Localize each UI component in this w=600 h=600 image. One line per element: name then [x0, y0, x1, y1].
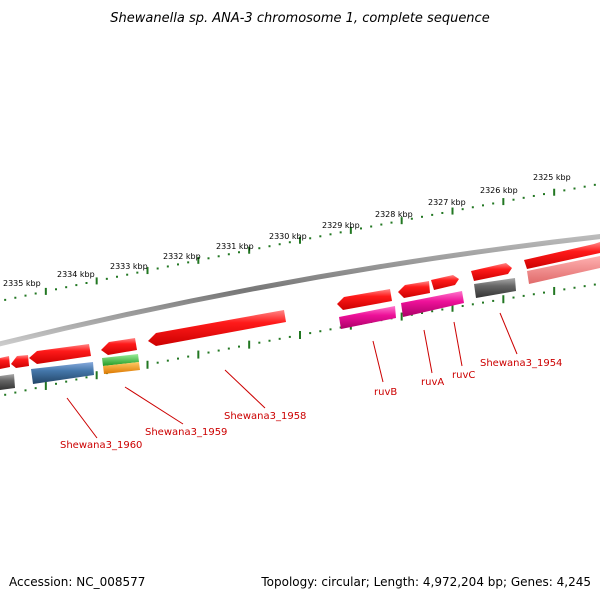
gene-arrow[interactable]: [471, 263, 512, 281]
chromosome-backbone: [0, 234, 600, 347]
gene-arrow[interactable]: [148, 310, 286, 346]
gene-arrow[interactable]: [524, 242, 600, 269]
gene-labels: Shewana3_1960 Shewana3_1959 Shewana3_195…: [60, 358, 562, 451]
gene-label[interactable]: ruvB: [374, 387, 397, 398]
gene-arrow[interactable]: [29, 344, 91, 364]
tick-label: 2333 kbp: [110, 262, 148, 271]
tick-label: 2330 kbp: [269, 232, 307, 241]
tick-label: 2326 kbp: [480, 186, 518, 195]
gene-arrow[interactable]: [0, 356, 10, 369]
label-leader-lines: [66, 312, 518, 439]
gene-label[interactable]: Shewana3_1954: [480, 358, 562, 369]
gene-label[interactable]: Shewana3_1960: [60, 440, 142, 451]
accession-text: Accession: NC_008577: [9, 575, 145, 589]
topology-text: Topology: circular; Length: 4,972,204 bp…: [260, 575, 591, 589]
gene-arrow[interactable]: [398, 281, 430, 298]
cds-bar[interactable]: [103, 362, 140, 374]
gene-label[interactable]: ruvC: [452, 370, 475, 381]
cds-bar[interactable]: [401, 291, 464, 317]
tick-label: 2328 kbp: [375, 210, 413, 219]
gene-label[interactable]: Shewana3_1959: [145, 427, 227, 438]
gene-label[interactable]: Shewana3_1958: [224, 411, 306, 422]
gene-arrow[interactable]: [337, 289, 392, 310]
gene-arrow[interactable]: [11, 355, 29, 368]
tick-labels: 2335 kbp 2334 kbp 2333 kbp 2332 kbp 2331…: [3, 173, 571, 288]
reverse-strand-features: [0, 281, 430, 369]
cds-bar[interactable]: [31, 362, 94, 384]
tick-label: 2327 kbp: [428, 198, 466, 207]
cds-bar[interactable]: [339, 306, 396, 329]
tick-label: 2331 kbp: [216, 242, 254, 251]
cds-bar[interactable]: [474, 278, 516, 298]
inner-tick-ruler: [4, 283, 596, 396]
tick-label: 2335 kbp: [3, 279, 41, 288]
gene-label[interactable]: ruvA: [421, 377, 444, 388]
forward-strand-features: [431, 242, 600, 290]
outer-tick-ruler: [4, 183, 596, 301]
cds-bar[interactable]: [527, 256, 600, 284]
gene-arrow[interactable]: [101, 338, 137, 355]
map-title: Shewanella sp. ANA-3 chromosome 1, compl…: [110, 11, 489, 26]
tick-label: 2325 kbp: [533, 173, 571, 182]
cds-bar[interactable]: [0, 374, 15, 390]
tick-label: 2334 kbp: [57, 270, 95, 279]
gene-arrow[interactable]: [431, 275, 459, 290]
cds-features: [0, 256, 600, 390]
tick-label: 2332 kbp: [163, 252, 201, 261]
tick-label: 2329 kbp: [322, 221, 360, 230]
cds-bar[interactable]: [102, 354, 139, 366]
